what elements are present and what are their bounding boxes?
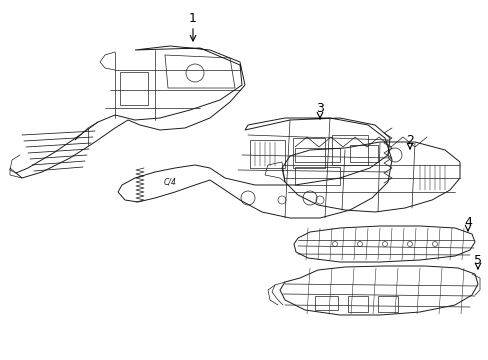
- Text: 4: 4: [463, 216, 471, 229]
- Text: 3: 3: [315, 102, 323, 114]
- Text: 5: 5: [473, 253, 481, 266]
- Text: 2: 2: [405, 134, 413, 147]
- Text: C/4: C/4: [163, 177, 176, 186]
- Text: 1: 1: [189, 12, 197, 24]
